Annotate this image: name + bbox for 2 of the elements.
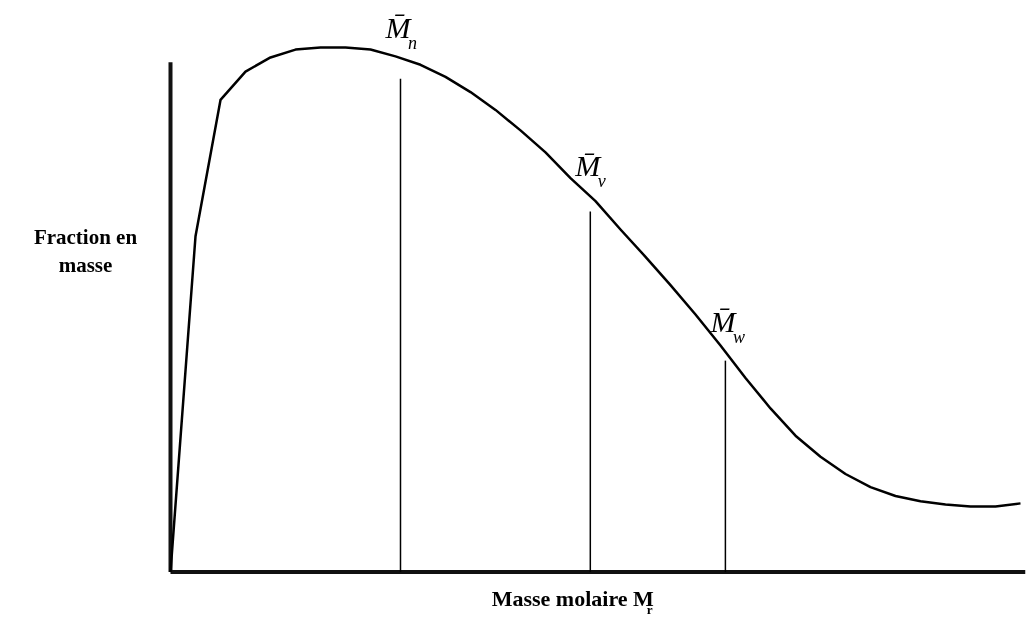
y-axis-title: Fraction en masse bbox=[33, 224, 138, 278]
x-axis-title: Masse molaire Mr bbox=[491, 585, 655, 618]
